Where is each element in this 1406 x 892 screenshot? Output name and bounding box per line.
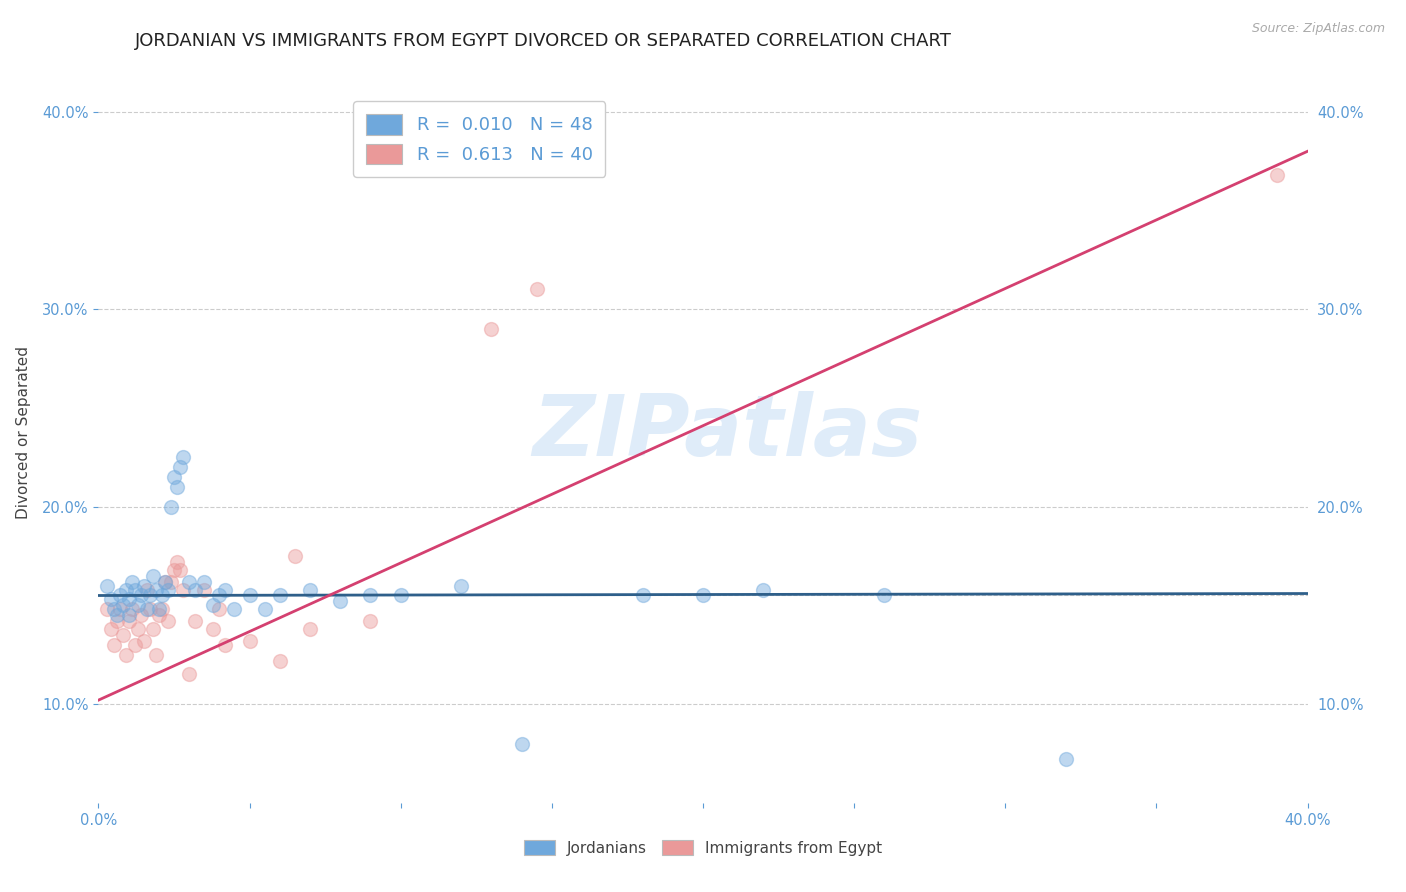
Point — [118, 608, 141, 623]
Point — [329, 594, 352, 608]
Point — [1054, 752, 1077, 766]
Point — [631, 589, 654, 603]
Point — [145, 648, 167, 662]
Point — [481, 322, 503, 336]
Point — [163, 563, 186, 577]
Point — [692, 589, 714, 603]
Point — [360, 589, 382, 603]
Point — [129, 589, 152, 603]
Point — [169, 563, 191, 577]
Point — [873, 589, 896, 603]
Point — [156, 614, 179, 628]
Point — [114, 648, 136, 662]
Point — [135, 582, 157, 597]
Point — [208, 602, 231, 616]
Point — [139, 602, 162, 616]
Point — [103, 602, 125, 616]
Point — [172, 582, 194, 597]
Point — [239, 634, 262, 648]
Point — [105, 614, 128, 628]
Point — [239, 589, 262, 603]
Point — [299, 622, 322, 636]
Point — [389, 589, 412, 603]
Point — [284, 549, 307, 563]
Point — [142, 622, 165, 636]
Point — [100, 622, 122, 636]
Point — [193, 574, 215, 589]
Point — [179, 667, 201, 681]
Point — [153, 574, 176, 589]
Text: ZIPatlas: ZIPatlas — [531, 391, 922, 475]
Point — [160, 500, 183, 514]
Point — [214, 638, 236, 652]
Point — [752, 582, 775, 597]
Point — [127, 599, 149, 613]
Point — [103, 638, 125, 652]
Point — [166, 480, 188, 494]
Point — [127, 622, 149, 636]
Point — [132, 634, 155, 648]
Point — [166, 555, 188, 569]
Point — [100, 592, 122, 607]
Point — [118, 592, 141, 607]
Point — [202, 622, 225, 636]
Point — [160, 574, 183, 589]
Point — [214, 582, 236, 597]
Y-axis label: Divorced or Separated: Divorced or Separated — [15, 346, 31, 519]
Point — [108, 589, 131, 603]
Point — [111, 628, 134, 642]
Point — [124, 582, 146, 597]
Point — [150, 589, 173, 603]
Text: JORDANIAN VS IMMIGRANTS FROM EGYPT DIVORCED OR SEPARATED CORRELATION CHART: JORDANIAN VS IMMIGRANTS FROM EGYPT DIVOR… — [135, 32, 952, 50]
Point — [105, 608, 128, 623]
Point — [510, 737, 533, 751]
Point — [121, 602, 143, 616]
Point — [153, 574, 176, 589]
Point — [253, 602, 276, 616]
Point — [108, 602, 131, 616]
Point — [150, 602, 173, 616]
Point — [148, 608, 170, 623]
Point — [360, 614, 382, 628]
Point — [118, 614, 141, 628]
Point — [172, 450, 194, 465]
Point — [526, 283, 548, 297]
Point — [129, 608, 152, 623]
Point — [145, 582, 167, 597]
Point — [269, 654, 291, 668]
Point — [169, 460, 191, 475]
Point — [299, 582, 322, 597]
Point — [124, 638, 146, 652]
Point — [111, 599, 134, 613]
Point — [135, 602, 157, 616]
Point — [121, 574, 143, 589]
Point — [1267, 168, 1289, 182]
Point — [163, 470, 186, 484]
Point — [450, 579, 472, 593]
Text: Source: ZipAtlas.com: Source: ZipAtlas.com — [1251, 22, 1385, 36]
Point — [269, 589, 291, 603]
Point — [156, 582, 179, 597]
Point — [142, 568, 165, 582]
Point — [96, 602, 118, 616]
Point — [96, 579, 118, 593]
Point — [132, 579, 155, 593]
Point — [184, 582, 207, 597]
Point — [202, 599, 225, 613]
Point — [148, 602, 170, 616]
Point — [179, 574, 201, 589]
Point — [193, 582, 215, 597]
Legend: Jordanians, Immigrants from Egypt: Jordanians, Immigrants from Egypt — [517, 834, 889, 862]
Point — [114, 582, 136, 597]
Point — [208, 589, 231, 603]
Point — [184, 614, 207, 628]
Point — [224, 602, 246, 616]
Point — [139, 589, 162, 603]
